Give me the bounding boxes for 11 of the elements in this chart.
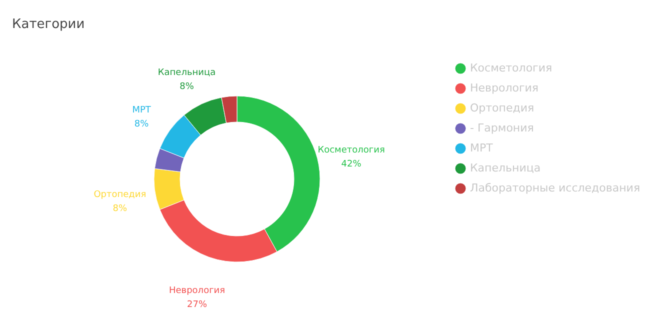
slice-label: Капельница — [158, 68, 216, 78]
slice-label: Неврология — [168, 286, 226, 296]
data-label: 8% — [134, 120, 150, 130]
slice-label: Ортопедия — [94, 190, 146, 200]
data-label: 8% — [112, 204, 128, 214]
data-label: 42% — [341, 160, 362, 170]
data-label: 27% — [187, 300, 208, 310]
chart-title: Категории — [12, 17, 85, 32]
data-label: 8% — [180, 82, 194, 92]
slice-label: Косметология — [318, 146, 385, 156]
slice-label: МРТ — [132, 106, 152, 116]
